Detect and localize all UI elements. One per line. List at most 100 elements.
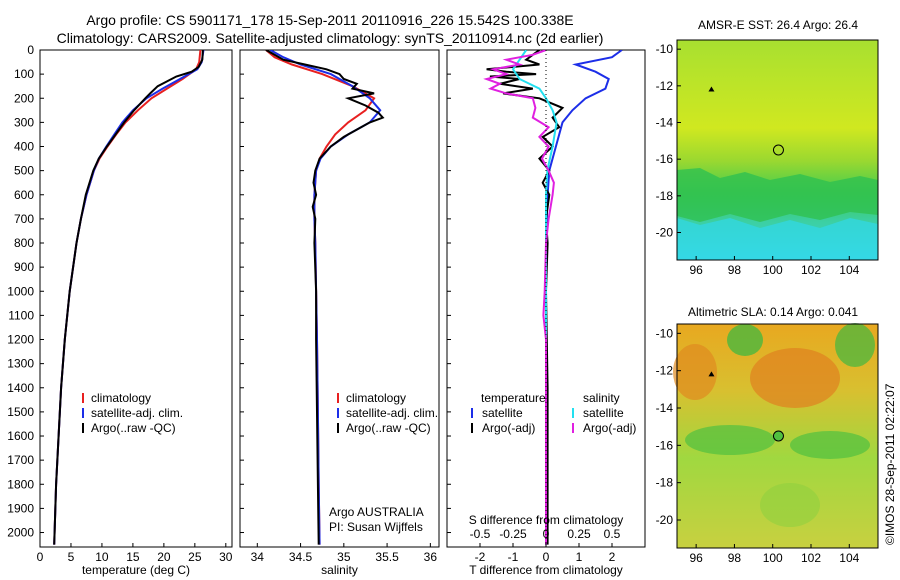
legend-label: satellite: [583, 406, 624, 420]
x-tick-label: 34: [251, 550, 265, 564]
map-y-tick-label: -12: [656, 79, 674, 93]
map-y-tick-label: -16: [656, 152, 674, 166]
s-difference-label: S difference from climatology: [468, 513, 624, 527]
argo-annotation: Argo AUSTRALIA: [329, 505, 424, 519]
map-x-tick-label: 100: [763, 551, 783, 565]
depth-tick-label: 1900: [7, 501, 34, 515]
depth-tick-label: 100: [14, 67, 34, 81]
t-diff-tick-label: -2: [475, 550, 486, 564]
temperature-xlabel: temperature (deg C): [81, 563, 191, 577]
sst-cool-band: [677, 218, 878, 260]
series-line-satellite-adj-clim-: [269, 50, 382, 545]
t-diff-tick-label: 1: [576, 550, 583, 564]
x-tick-label: 35: [337, 550, 351, 564]
s-diff-tick-label: -0.5: [470, 527, 491, 541]
depth-tick-label: 1600: [7, 429, 34, 443]
sst-warm-band: [677, 168, 878, 222]
t-diff-tick-label: -1: [508, 550, 519, 564]
map-y-tick-label: -20: [656, 513, 674, 527]
depth-tick-label: 1700: [7, 453, 34, 467]
map-x-tick-label: 104: [839, 263, 859, 277]
temperature-axes: [39, 49, 233, 548]
triangle-marker: [708, 86, 715, 92]
map-y-tick-label: -10: [656, 42, 674, 56]
depth-tick-label: 0: [27, 43, 34, 57]
depth-tick-label: 500: [14, 164, 34, 178]
depth-tick-label: 1500: [7, 405, 34, 419]
series-line-t-argo-adj-: [486, 50, 565, 545]
sst-map: [676, 39, 879, 261]
x-tick-label: 35.5: [375, 550, 399, 564]
salinity-xlabel: salinity: [321, 563, 358, 577]
sla-low-anomaly: [727, 324, 763, 356]
map-y-tick-label: -12: [656, 364, 674, 378]
x-tick-label: 25: [188, 550, 202, 564]
legend-label: climatology: [346, 391, 406, 405]
series-line-argo-raw-qc-: [53, 50, 204, 545]
legend-label: satellite: [482, 406, 523, 420]
x-tick-label: 0: [37, 550, 44, 564]
map-x-tick-label: 102: [801, 551, 821, 565]
depth-tick-label: 1000: [7, 284, 34, 298]
x-tick-label: 30: [219, 550, 233, 564]
chart-title-line1: Argo profile: CS 5901171_178 15-Sep-2011…: [86, 12, 574, 28]
sst-map-title: AMSR-E SST: 26.4 Argo: 26.4: [698, 18, 859, 32]
map-x-tick-label: 100: [763, 263, 783, 277]
map-y-tick-label: -20: [656, 226, 674, 240]
legend-salinity-title: salinity: [583, 391, 620, 405]
float-position-marker: [772, 430, 784, 442]
sla-map-title: Altimetric SLA: 0.14 Argo: 0.041: [688, 305, 859, 319]
legend-label: climatology: [91, 391, 151, 405]
legend-label: satellite-adj. clim.: [91, 406, 183, 420]
s-diff-tick-label: 0: [543, 527, 550, 541]
legend-label: Argo(..raw -QC): [91, 421, 176, 435]
legend-label: satellite-adj. clim.: [346, 406, 438, 420]
legend-label: Argo(-adj): [482, 421, 535, 435]
map-x-tick-label: 104: [839, 551, 859, 565]
series-line-s-argo-adj-: [483, 50, 555, 545]
x-tick-label: 34.5: [289, 550, 313, 564]
copyright-label: ©IMOS 28-Sep-2011 02:22:07: [883, 383, 897, 545]
salinity-axes: [239, 49, 440, 548]
map-x-tick-label: 98: [728, 551, 742, 565]
map-x-tick-label: 96: [689, 263, 703, 277]
series-line-argo-raw-qc-: [265, 50, 385, 545]
depth-tick-label: 1200: [7, 333, 34, 347]
map-y-tick-label: -10: [656, 326, 674, 340]
chart-title-line2: Climatology: CARS2009. Satellite-adjuste…: [56, 30, 604, 46]
series-line-satellite-adj-clim-: [53, 50, 205, 545]
x-tick-label: 10: [95, 550, 109, 564]
pi-annotation: PI: Susan Wijffels: [329, 520, 423, 534]
series-line-climatology: [265, 50, 376, 545]
x-tick-label: 36: [424, 550, 438, 564]
float-position-marker: [772, 144, 784, 156]
s-diff-tick-label: 0.25: [567, 527, 591, 541]
s-diff-tick-label: 0.5: [604, 527, 621, 541]
depth-tick-label: 200: [14, 91, 34, 105]
depth-tick-label: 300: [14, 115, 34, 129]
map-y-tick-label: -14: [656, 116, 674, 130]
s-diff-tick-label: -0.25: [499, 527, 527, 541]
map-x-tick-label: 96: [689, 551, 703, 565]
t-diff-tick-label: 0: [543, 550, 550, 564]
map-x-tick-label: 102: [801, 263, 821, 277]
sla-high-anomaly: [750, 348, 840, 408]
difference-xlabel: T difference from climatology: [469, 563, 623, 577]
series-line-climatology: [53, 50, 202, 545]
depth-tick-label: 1400: [7, 381, 34, 395]
x-tick-label: 5: [68, 550, 75, 564]
depth-tick-label: 1300: [7, 357, 34, 371]
legend-label: Argo(..raw -QC): [346, 421, 431, 435]
map-y-tick-label: -14: [656, 401, 674, 415]
triangle-marker: [708, 371, 715, 377]
depth-tick-label: 800: [14, 236, 34, 250]
map-y-tick-label: -16: [656, 438, 674, 452]
map-y-tick-label: -18: [656, 476, 674, 490]
legend-label: Argo(-adj): [583, 421, 636, 435]
legend-temperature-title: temperature: [481, 391, 546, 405]
series-line-s-satellite: [511, 50, 558, 545]
x-tick-label: 20: [157, 550, 171, 564]
depth-tick-label: 400: [14, 140, 34, 154]
depth-tick-label: 700: [14, 212, 34, 226]
